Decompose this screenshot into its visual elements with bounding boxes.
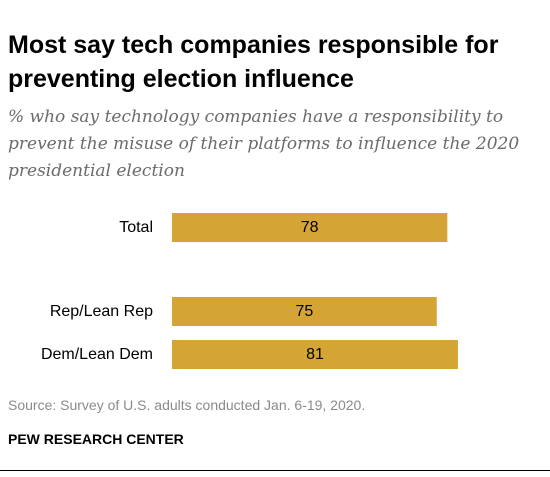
category-label-total: Total: [119, 219, 153, 236]
bar-chart: Total 78 Rep/Lean Rep 75 Dem/Lean Dem 81: [41, 213, 458, 369]
category-label-rep-lean-rep: Rep/Lean Rep: [50, 303, 153, 320]
brand-label: PEW RESEARCH CENTER: [8, 431, 184, 447]
chart-title: Most say tech companies responsible for …: [8, 31, 499, 93]
bar-dem-lean-dem: [172, 340, 458, 369]
bar-rep-lean-rep: [172, 297, 437, 326]
source-note: Source: Survey of U.S. adults conducted …: [8, 397, 366, 413]
bar-total: [172, 213, 448, 242]
category-label-dem-lean-dem: Dem/Lean Dem: [41, 346, 153, 363]
value-label-dem-lean-dem: 81: [306, 346, 324, 363]
value-label-total: 78: [301, 219, 319, 236]
chart-subtitle: % who say technology companies have a re…: [8, 107, 520, 181]
value-label-rep-lean-rep: 75: [295, 303, 313, 320]
bottom-rule: [0, 470, 550, 471]
